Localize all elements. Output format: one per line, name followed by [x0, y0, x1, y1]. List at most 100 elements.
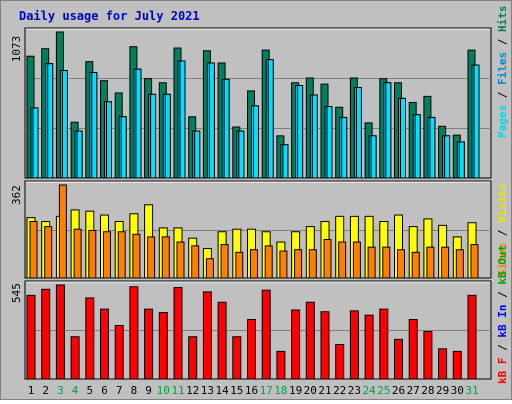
pages-bar — [164, 93, 171, 179]
kbytes-bar — [144, 308, 154, 380]
bot-y-max-label: 545 — [10, 283, 23, 303]
pages-bar — [47, 63, 54, 179]
legend-sep: / — [496, 223, 509, 243]
kbytes-bar — [158, 312, 168, 380]
sites-bar — [367, 246, 376, 279]
kbytes-bar — [276, 350, 286, 380]
sites-bar — [470, 244, 479, 279]
pages-bar — [135, 68, 142, 179]
sites-bar — [352, 241, 361, 279]
kbytes-bar — [70, 336, 80, 380]
kbytes-bar — [467, 294, 477, 380]
x-tick-label: 16 — [245, 384, 258, 397]
x-tick-label: 31 — [465, 384, 478, 397]
pages-bar — [326, 106, 333, 179]
sites-bar — [426, 246, 435, 279]
sites-bar — [235, 251, 244, 279]
x-tick-label: 14 — [215, 384, 229, 397]
kbytes-bar — [114, 325, 124, 380]
x-axis-day-labels: 1 2 3 4 5 6 7 8 9 10 11 12 13 14 15 16 17 18 19 20 21 22 23 24 2… — [28, 384, 479, 397]
sites-bar — [397, 249, 405, 279]
pages-bar — [76, 130, 83, 179]
kbytes-bar — [291, 309, 301, 380]
x-tick-label: 3 — [57, 384, 64, 397]
kbytes-bar — [320, 311, 330, 380]
pages-bar — [150, 93, 157, 179]
pages-bar — [179, 60, 186, 179]
pages-bar — [414, 114, 421, 179]
pages-bar — [311, 94, 318, 179]
pages-bar — [341, 116, 348, 179]
kbytes-bar — [202, 291, 212, 380]
legend-visits: Visits — [496, 183, 509, 223]
pages-bar — [458, 141, 465, 179]
sites-bar — [455, 249, 464, 279]
legend-kbin: kB In — [496, 305, 509, 338]
x-tick-label: 24 — [362, 384, 376, 397]
kbytes-bar — [261, 289, 271, 380]
pages-bar — [267, 59, 274, 179]
x-tick-label: 12 — [186, 384, 199, 397]
sites-bar — [88, 229, 97, 279]
kbytes-bar — [423, 331, 433, 380]
kbytes-bar — [173, 287, 183, 380]
pages-bar — [429, 116, 436, 179]
pages-bar — [355, 87, 362, 179]
x-tick-label: 7 — [116, 384, 123, 397]
pages-bar — [208, 62, 215, 179]
pages-bar — [444, 135, 451, 179]
sites-bar — [323, 238, 332, 279]
x-tick-label: 29 — [436, 384, 449, 397]
sites-bar — [161, 236, 170, 279]
x-tick-label: 6 — [101, 384, 108, 397]
pages-bar — [61, 70, 68, 179]
sites-bar — [103, 231, 111, 279]
pages-bar — [106, 101, 112, 179]
pages-bar — [282, 144, 289, 179]
kbytes-bar — [305, 301, 315, 380]
sites-bar — [411, 251, 420, 279]
visits-sites-panel — [24, 180, 492, 279]
sites-bar — [29, 220, 38, 279]
kbytes-bar — [438, 348, 448, 380]
sites-bar — [58, 184, 67, 279]
sites-bar — [44, 226, 53, 279]
pages-bar — [223, 78, 230, 179]
kbytes-bar — [26, 294, 36, 380]
kbytes-bar — [452, 350, 462, 380]
kbytes-bar — [85, 297, 95, 380]
sites-bar — [176, 241, 185, 279]
kbytes-bar — [129, 286, 139, 380]
x-tick-label: 18 — [274, 384, 287, 397]
sites-bar — [191, 245, 200, 279]
kbytes-bar — [335, 344, 345, 380]
legend-hits: Hits — [496, 6, 509, 33]
sites-bar — [220, 244, 229, 279]
legend-sep: / — [496, 32, 509, 52]
x-tick-label: 4 — [72, 384, 79, 397]
x-tick-label: 27 — [407, 384, 420, 397]
sites-bar — [441, 246, 450, 279]
x-tick-label: 30 — [451, 384, 464, 397]
sites-bar — [205, 258, 214, 279]
x-tick-label: 23 — [348, 384, 361, 397]
kbytes-bar — [55, 284, 65, 380]
sites-bar — [308, 249, 317, 279]
pages-bar — [120, 116, 127, 179]
kbytes-bar — [217, 301, 227, 380]
x-tick-label: 20 — [304, 384, 317, 397]
kbytes-bar — [379, 308, 389, 380]
x-tick-label: 19 — [289, 384, 302, 397]
x-tick-label: 13 — [201, 384, 214, 397]
sites-bar — [382, 246, 391, 279]
legend-pages: Pages — [496, 105, 509, 138]
x-tick-label: 2 — [42, 384, 49, 397]
pages-bar — [253, 105, 259, 179]
x-tick-label: 10 — [157, 384, 170, 397]
legend-sep: / — [496, 285, 509, 305]
kbytes-bar — [394, 338, 403, 380]
kbytes-bar — [247, 318, 256, 380]
pages-bar — [370, 135, 377, 179]
